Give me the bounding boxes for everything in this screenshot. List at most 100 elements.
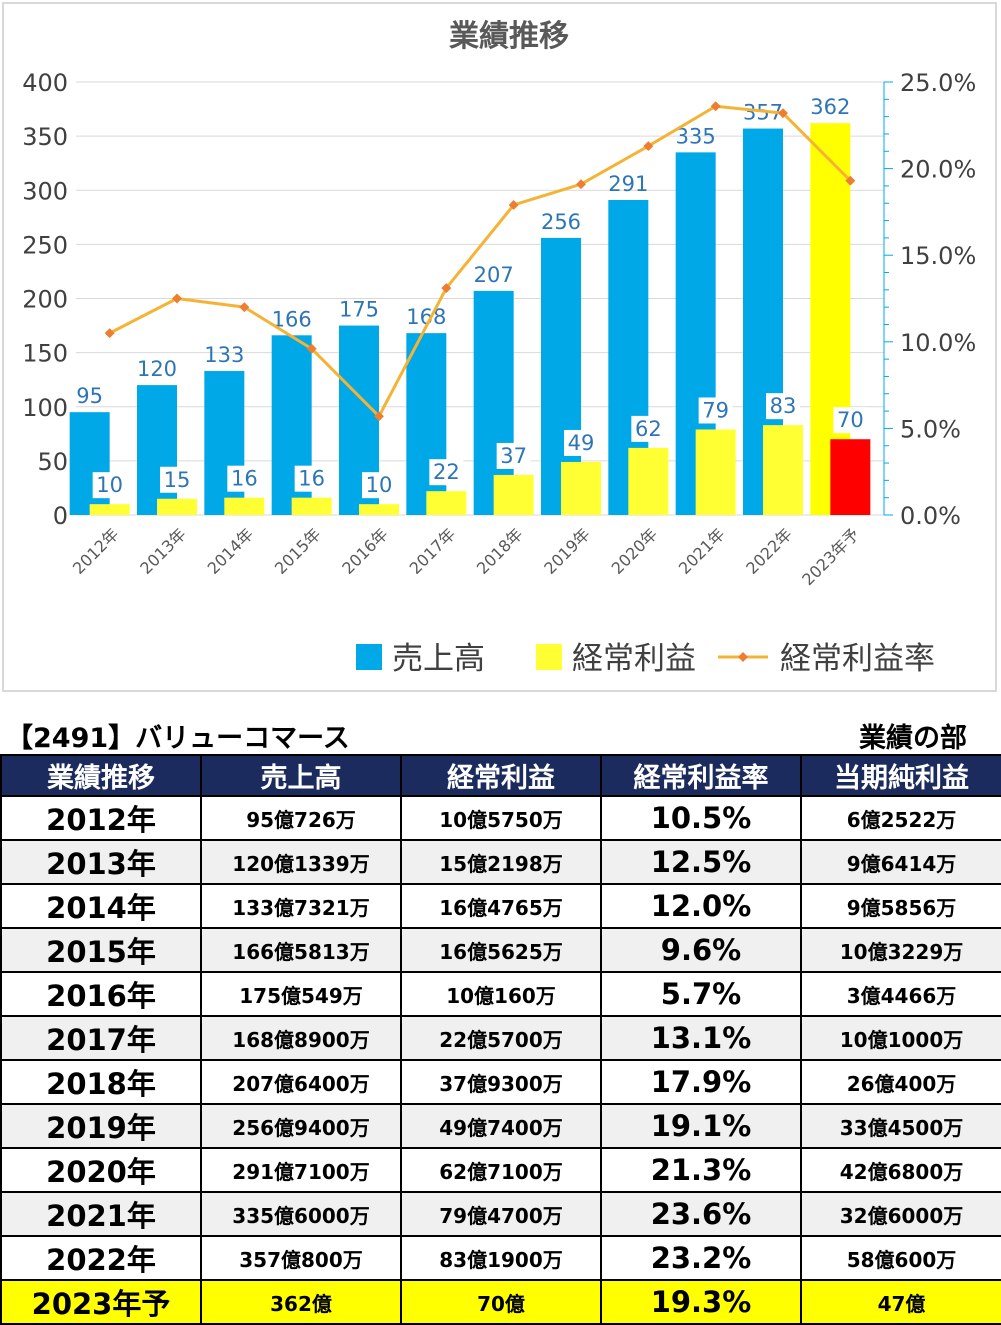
row-ordinary-profit: 16億5625万 [400, 927, 602, 973]
chart-title: 業績推移 [449, 19, 569, 54]
table-row: 2014年 133億7321万 16億4765万 12.0% 9億5856万 [0, 883, 1001, 929]
sales-data-label: 120 [137, 357, 177, 381]
row-net-income: 3億4466万 [800, 971, 1001, 1017]
row-profit-rate: 5.7% [600, 971, 802, 1017]
row-sales: 95億726万 [200, 795, 402, 841]
section-label: 業績の部 [859, 723, 967, 754]
header-net-income: 当期純利益 [800, 754, 1001, 797]
profit-bar [561, 461, 601, 515]
sales-data-label: 207 [474, 263, 514, 287]
profit-bar [628, 447, 669, 515]
profit-data-label: 15 [164, 468, 191, 492]
profit-data-label: 83 [770, 394, 797, 418]
y-tick-label: 100 [22, 394, 68, 422]
row-year: 2020年 [0, 1147, 202, 1193]
row-net-income: 10億3229万 [800, 927, 1001, 973]
row-profit-rate: 23.2% [600, 1235, 802, 1281]
x-tick-label: 2016年 [338, 524, 392, 578]
sales-data-label: 291 [608, 172, 648, 196]
sales-data-label: 256 [541, 210, 581, 234]
header-profit-rate: 経常利益率 [600, 754, 802, 797]
rate-marker [239, 302, 250, 313]
x-tick-label: 2013年 [136, 524, 190, 578]
y2-tick-label: 10.0% [900, 329, 976, 357]
row-sales: 166億5813万 [200, 927, 402, 973]
profit-bar [426, 491, 467, 515]
row-net-income: 9億6414万 [800, 839, 1001, 885]
row-profit-rate: 9.6% [600, 927, 802, 973]
row-year: 2014年 [0, 883, 202, 929]
rate-marker [643, 141, 654, 152]
company-title: 【2491】バリューコマース [6, 723, 350, 754]
profit-label-bg [631, 415, 666, 442]
row-profit-rate: 17.9% [600, 1059, 802, 1105]
row-net-income: 58億600万 [800, 1235, 1001, 1281]
legend-marker-rate [738, 652, 748, 662]
x-tick-label: 2023年予 [798, 524, 863, 589]
table-row: 2013年 120億1339万 15億2198万 12.5% 9億6414万 [0, 839, 1001, 885]
rate-marker [306, 343, 317, 354]
row-net-income: 6億2522万 [800, 795, 1001, 841]
x-tick-label: 2012年 [69, 524, 123, 578]
chart-panel: 業績推移 0 50 100 150 200 250 300 350 400 0.0% 5.0% 10.0… [2, 2, 997, 692]
profit-data-label: 16 [298, 467, 325, 491]
row-year: 2023年予 [0, 1279, 202, 1325]
y2-tick-label: 15.0% [900, 242, 976, 270]
row-profit-rate: 13.1% [600, 1015, 802, 1061]
x-tick-label: 2020年 [608, 524, 662, 578]
table-row: 2019年 256億9400万 49億7400万 19.1% 33億4500万 [0, 1103, 1001, 1149]
profit-data-label: 10 [366, 473, 393, 497]
rate-marker [576, 179, 586, 190]
row-profit-rate: 23.6% [600, 1191, 802, 1237]
rate-marker [441, 283, 452, 294]
row-profit-rate: 21.3% [600, 1147, 802, 1193]
profit-bar [89, 504, 130, 515]
row-ordinary-profit: 79億4700万 [400, 1191, 602, 1237]
row-sales: 335億6000万 [200, 1191, 402, 1237]
row-profit-rate: 19.1% [600, 1103, 802, 1149]
profit-bar [763, 425, 803, 515]
legend-swatch-sales [356, 644, 382, 670]
profit-label-bg [227, 465, 262, 492]
row-profit-rate: 10.5% [600, 795, 802, 841]
row-net-income: 9億5856万 [800, 883, 1001, 929]
header-sales: 売上高 [200, 754, 402, 797]
table-header-row: 業績推移 売上高 経常利益 経常利益率 当期純利益 [0, 754, 1001, 797]
profit-label-bg [160, 466, 194, 493]
row-net-income: 10億1000万 [800, 1015, 1001, 1061]
row-ordinary-profit: 16億4765万 [400, 883, 602, 929]
y-tick-label: 250 [22, 231, 68, 259]
row-year: 2017年 [0, 1015, 202, 1061]
legend-label-profit: 経常利益 [572, 641, 696, 677]
profit-bar [157, 498, 197, 515]
profit-label-bg [766, 393, 800, 420]
row-ordinary-profit: 49億7400万 [400, 1103, 602, 1149]
header-period: 業績推移 [0, 754, 202, 797]
profit-bar [359, 504, 399, 515]
row-sales: 120億1339万 [200, 839, 402, 885]
table-row: 2022年 357億800万 83億1900万 23.2% 58億600万 [0, 1235, 1001, 1281]
table-row: 2012年 95億726万 10億5750万 10.5% 6億2522万 [0, 795, 1001, 841]
row-ordinary-profit: 83億1900万 [400, 1235, 602, 1281]
sales-bar [204, 371, 245, 515]
y2-tick-label: 20.0% [900, 156, 976, 184]
profit-data-label: 62 [635, 417, 662, 441]
profit-label-bg [564, 429, 598, 456]
row-year: 2012年 [0, 795, 202, 841]
row-year: 2018年 [0, 1059, 202, 1105]
row-profit-rate: 12.5% [600, 839, 802, 885]
profit-bar [695, 429, 736, 515]
rate-line [108, 104, 852, 418]
row-net-income: 47億 [800, 1279, 1001, 1325]
x-tick-label: 2019年 [540, 524, 594, 578]
row-ordinary-profit: 15億2198万 [400, 839, 602, 885]
y-tick-label: 350 [22, 123, 68, 151]
profit-label-bg [362, 472, 396, 499]
y-tick-label: 50 [37, 448, 68, 476]
x-tick-label: 2015年 [271, 524, 325, 578]
row-profit-rate: 12.0% [600, 883, 802, 929]
profit-bar [224, 497, 265, 515]
legend-label-rate: 経常利益率 [780, 641, 935, 677]
rate-marker [710, 101, 721, 112]
row-year: 2015年 [0, 927, 202, 973]
